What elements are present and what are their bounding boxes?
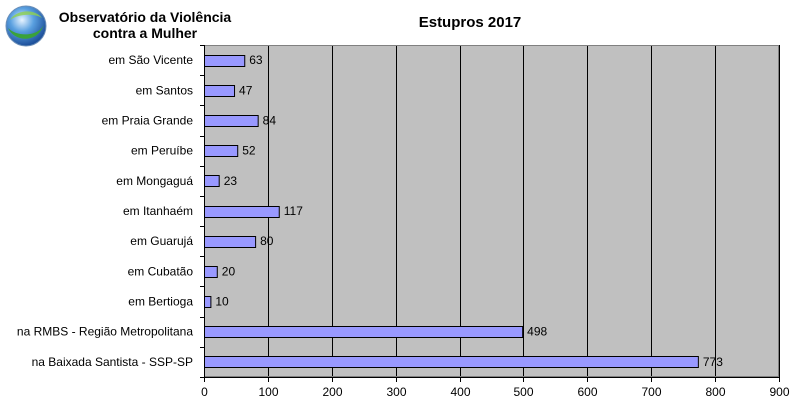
data-label: 80 <box>260 234 274 248</box>
category-label: em Praia Grande <box>102 113 194 127</box>
category-label: na RMBS - Região Metropolitana <box>17 325 193 339</box>
x-tick-label: 300 <box>386 385 406 399</box>
category-label: na Baixada Santista - SSP-SP <box>32 355 193 369</box>
data-label: 773 <box>703 355 723 369</box>
bar <box>204 145 239 157</box>
bar <box>204 236 257 248</box>
x-tick-label: 900 <box>769 385 789 399</box>
x-tick-label: 0 <box>201 385 208 399</box>
x-tick-label: 200 <box>322 385 342 399</box>
category-label: em Guarujá <box>130 234 193 248</box>
bar <box>204 175 220 187</box>
category-label: em São Vicente <box>109 53 194 67</box>
data-label: 498 <box>527 325 547 339</box>
bar <box>204 206 280 218</box>
bar <box>204 115 259 127</box>
bar <box>204 55 246 67</box>
organization-title: Observatório da Violência contra a Mulhe… <box>50 9 240 41</box>
globe-logo-icon <box>4 4 48 48</box>
chart-title: Estupros 2017 <box>418 14 522 31</box>
data-label: 52 <box>242 144 256 158</box>
x-tick-label: 400 <box>450 385 470 399</box>
data-label: 84 <box>263 113 277 127</box>
x-tick-label: 600 <box>577 385 597 399</box>
category-label: em Itanhaém <box>123 204 193 218</box>
data-label: 47 <box>239 83 253 97</box>
data-label: 23 <box>224 174 238 188</box>
bar <box>204 326 524 338</box>
plot-area <box>204 45 779 377</box>
category-label: em Cubatão <box>128 264 194 278</box>
data-label: 10 <box>215 295 229 309</box>
x-tick-label: 500 <box>513 385 533 399</box>
category-label: em Peruíbe <box>131 144 193 158</box>
bar <box>204 356 699 368</box>
x-tick-label: 100 <box>258 385 278 399</box>
bar <box>204 85 236 97</box>
category-label: em Bertioga <box>128 295 193 309</box>
x-tick-label: 800 <box>705 385 725 399</box>
organization-title-line2: contra a Mulher <box>92 25 198 41</box>
category-label: em Mongaguá <box>116 174 193 188</box>
bar <box>204 296 212 308</box>
organization-title-line1: Observatório da Violência <box>58 9 232 25</box>
data-label: 20 <box>222 264 236 278</box>
x-tick-label: 700 <box>641 385 661 399</box>
data-label: 117 <box>284 204 303 218</box>
data-label: 63 <box>249 53 263 67</box>
category-label: em Santos <box>136 83 193 97</box>
bar <box>204 266 218 278</box>
